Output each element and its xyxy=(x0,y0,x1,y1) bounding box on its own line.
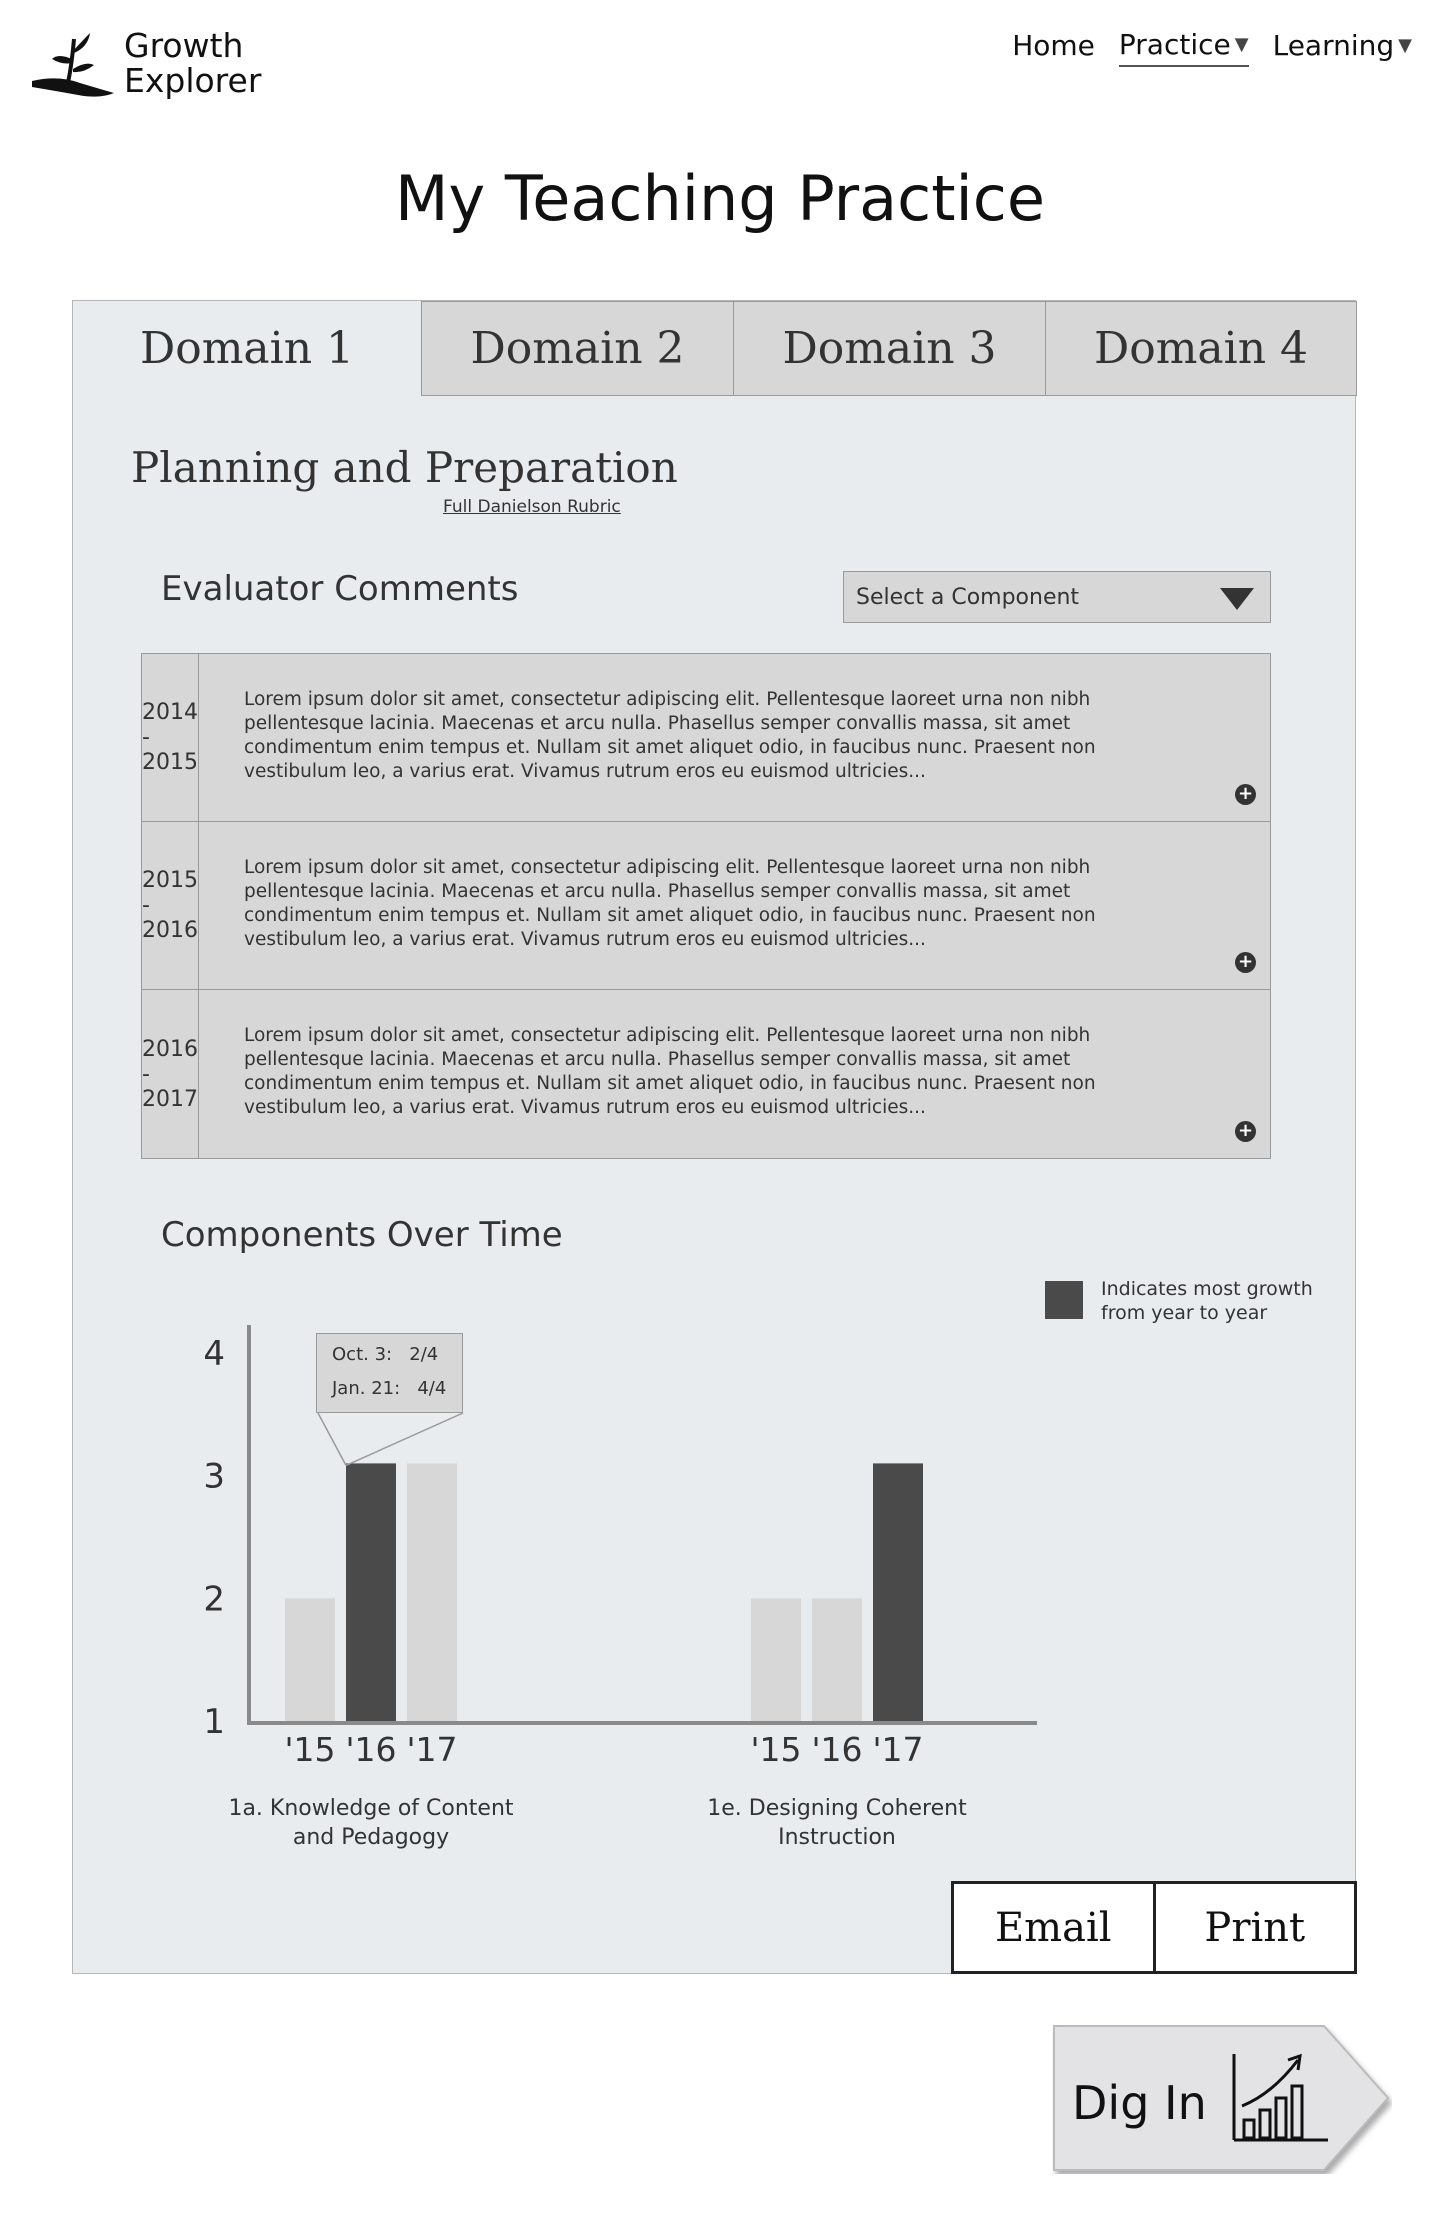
domain-panel: Domain 1 Domain 2 Domain 3 Domain 4 Plan… xyxy=(72,300,1357,1974)
caret-down-icon: ▼ xyxy=(1234,34,1249,55)
bar xyxy=(346,1463,396,1721)
nav-home[interactable]: Home xyxy=(1012,28,1095,67)
x-tick-label: '15 xyxy=(750,1730,801,1769)
x-tick-label: '16 xyxy=(345,1730,396,1769)
tab-domain-4[interactable]: Domain 4 xyxy=(1045,301,1357,396)
tab-domain-2[interactable]: Domain 2 xyxy=(421,301,734,396)
x-tick-label: '16 xyxy=(811,1730,862,1769)
nav-practice[interactable]: Practice ▼ xyxy=(1118,28,1249,67)
caret-down-icon: ▼ xyxy=(1398,35,1412,56)
y-tick-label: 2 xyxy=(203,1579,225,1619)
comment-year: 2015 - 2016 xyxy=(142,822,199,989)
bar xyxy=(285,1598,335,1721)
callout-line-right xyxy=(345,1412,464,1467)
top-nav: Home Practice ▼ Learning ▼ xyxy=(1012,28,1412,67)
tooltip-value-2: 4/4 xyxy=(417,1378,447,1399)
callout-line-left xyxy=(317,1412,347,1466)
domain-heading: Planning and Preparation xyxy=(131,443,678,492)
triangle-down-icon xyxy=(1220,588,1254,610)
comment-row: 2016 - 2017 Lorem ipsum dolor sit amet, … xyxy=(142,990,1270,1158)
components-chart: 1 2 3 4 '15 '16 '17 1a. Knowledge of Content and… xyxy=(203,1325,1037,1850)
x-tick-label: '17 xyxy=(872,1730,923,1769)
comment-text: Lorem ipsum dolor sit amet, consectetur … xyxy=(244,1025,1096,1118)
chart-legend: Indicates most growth from year to year xyxy=(1045,1277,1331,1325)
nav-home-label: Home xyxy=(1012,29,1095,62)
dig-in-label: Dig In xyxy=(1072,2076,1207,2130)
dig-in-button[interactable]: Dig In xyxy=(1052,2024,1392,2174)
group-label-line-2: and Pedagogy xyxy=(293,1825,449,1850)
print-button[interactable]: Print xyxy=(1152,1884,1355,1971)
group-label-line-1: 1a. Knowledge of Content xyxy=(228,1796,513,1821)
legend-swatch xyxy=(1045,1281,1083,1319)
expand-plus-icon[interactable]: + xyxy=(1235,784,1256,805)
page-title: My Teaching Practice xyxy=(395,162,1045,235)
x-tick-label: '17 xyxy=(406,1730,457,1769)
x-tick-label: '15 xyxy=(284,1730,335,1769)
bar xyxy=(812,1598,862,1721)
group-label-line-2: Instruction xyxy=(778,1825,896,1850)
app-logo[interactable]: Growth Explorer xyxy=(28,24,261,104)
component-select[interactable]: Select a Component xyxy=(843,571,1271,623)
y-tick-label: 4 xyxy=(203,1334,225,1374)
plant-hand-icon xyxy=(32,33,114,97)
comment-row: 2014 - 2015 Lorem ipsum dolor sit amet, … xyxy=(142,654,1270,822)
y-tick-label: 3 xyxy=(203,1457,225,1497)
expand-plus-icon[interactable]: + xyxy=(1235,1121,1256,1142)
nav-practice-label: Practice xyxy=(1118,28,1231,61)
comment-year: 2016 - 2017 xyxy=(142,990,199,1158)
bar xyxy=(873,1463,923,1721)
share-buttons: Email Print xyxy=(951,1881,1357,1974)
nav-learning-label: Learning xyxy=(1272,29,1395,62)
tab-domain-1[interactable]: Domain 1 xyxy=(73,301,421,396)
comment-text: Lorem ipsum dolor sit amet, consectetur … xyxy=(244,857,1096,950)
bar xyxy=(407,1463,457,1721)
tooltip-line-2: Jan. 21: 4/4 xyxy=(332,1372,462,1406)
comments-table: 2014 - 2015 Lorem ipsum dolor sit amet, … xyxy=(141,653,1271,1159)
comment-text: Lorem ipsum dolor sit amet, consectetur … xyxy=(244,689,1096,782)
component-select-value: Select a Component xyxy=(856,584,1080,610)
y-tick-label: 1 xyxy=(203,1702,225,1742)
comment-year: 2014 - 2015 xyxy=(142,654,199,821)
bar-tooltip: Oct. 3: 2/4 Jan. 21: 4/4 xyxy=(316,1333,463,1413)
tooltip-line-1: Oct. 3: 2/4 xyxy=(332,1338,462,1372)
domain-tabs: Domain 1 Domain 2 Domain 3 Domain 4 xyxy=(73,301,1357,396)
tooltip-label-2: Jan. 21: xyxy=(332,1378,401,1399)
growth-chart-icon xyxy=(1232,2053,1328,2142)
tooltip-value-1: 2/4 xyxy=(409,1344,439,1365)
tab-domain-3[interactable]: Domain 3 xyxy=(733,301,1046,396)
nav-learning[interactable]: Learning ▼ xyxy=(1273,28,1412,67)
components-over-time-title: Components Over Time xyxy=(161,1215,563,1255)
comment-row: 2015 - 2016 Lorem ipsum dolor sit amet, … xyxy=(142,822,1270,990)
expand-plus-icon[interactable]: + xyxy=(1235,952,1256,973)
tooltip-label-1: Oct. 3: xyxy=(332,1344,393,1365)
evaluator-comments-title: Evaluator Comments xyxy=(161,569,519,609)
bar xyxy=(751,1598,801,1721)
arrow-tag-shape xyxy=(1053,2025,1390,2171)
app-name: Growth Explorer xyxy=(124,26,262,100)
group-label-line-1: 1e. Designing Coherent xyxy=(707,1796,967,1821)
rubric-link[interactable]: Full Danielson Rubric xyxy=(443,497,621,517)
legend-text: Indicates most growth from year to year xyxy=(1101,1278,1313,1324)
email-button[interactable]: Email xyxy=(994,1904,1112,1951)
